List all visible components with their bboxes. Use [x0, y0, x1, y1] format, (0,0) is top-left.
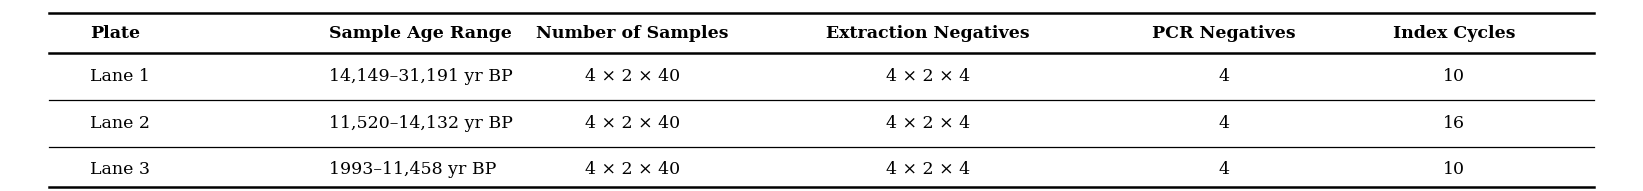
Text: 14,149–31,191 yr BP: 14,149–31,191 yr BP	[329, 68, 513, 85]
Text: 4 × 2 × 40: 4 × 2 × 40	[585, 68, 680, 85]
Text: Lane 3: Lane 3	[90, 160, 151, 178]
Text: 4: 4	[1219, 115, 1229, 132]
Text: 10: 10	[1443, 68, 1466, 85]
Text: Plate: Plate	[90, 25, 141, 42]
Text: 4: 4	[1219, 160, 1229, 178]
Text: 16: 16	[1443, 115, 1466, 132]
Text: 4 × 2 × 4: 4 × 2 × 4	[886, 115, 971, 132]
Text: 4 × 2 × 40: 4 × 2 × 40	[585, 160, 680, 178]
Text: 4: 4	[1219, 68, 1229, 85]
Text: 4 × 2 × 4: 4 × 2 × 4	[886, 160, 971, 178]
Text: 1993–11,458 yr BP: 1993–11,458 yr BP	[329, 160, 496, 178]
Text: Sample Age Range: Sample Age Range	[329, 25, 511, 42]
Text: Number of Samples: Number of Samples	[536, 25, 729, 42]
Text: Lane 2: Lane 2	[90, 115, 151, 132]
Text: Extraction Negatives: Extraction Negatives	[826, 25, 1030, 42]
Text: PCR Negatives: PCR Negatives	[1152, 25, 1296, 42]
Text: 10: 10	[1443, 160, 1466, 178]
Text: 11,520–14,132 yr BP: 11,520–14,132 yr BP	[329, 115, 513, 132]
Text: 4 × 2 × 40: 4 × 2 × 40	[585, 115, 680, 132]
Text: 4 × 2 × 4: 4 × 2 × 4	[886, 68, 971, 85]
Text: Index Cycles: Index Cycles	[1393, 25, 1515, 42]
Text: Lane 1: Lane 1	[90, 68, 150, 85]
